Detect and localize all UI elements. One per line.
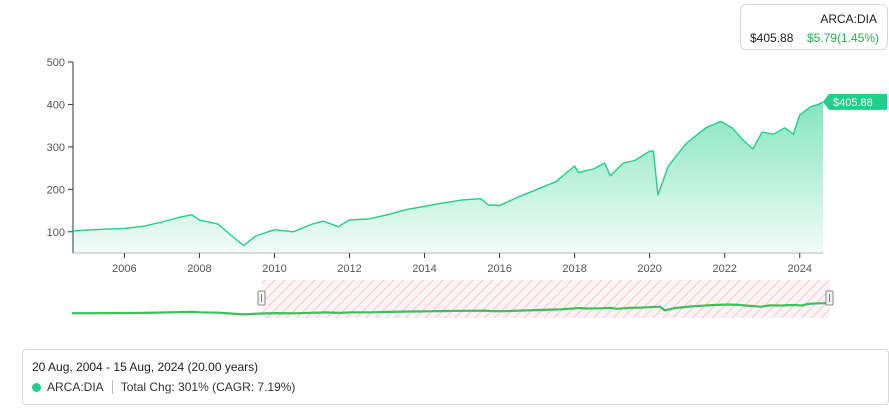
ticker-change: $5.79(1.45%) bbox=[806, 31, 879, 45]
price-area-fill bbox=[73, 101, 823, 254]
price-chart[interactable]: 100 200 300 400 500 2006 2008 2010 2012 2014 2016… bbox=[0, 0, 889, 345]
x-tick-label: 2012 bbox=[337, 263, 361, 275]
x-tick-label: 2010 bbox=[262, 263, 286, 275]
navigator-line bbox=[72, 301, 833, 316]
x-tick-label: 2024 bbox=[787, 263, 811, 275]
range-navigator[interactable] bbox=[72, 280, 834, 318]
ticker-price: $405.88 bbox=[750, 31, 794, 45]
x-tick-label: 2022 bbox=[712, 263, 736, 275]
x-tick-label: 2006 bbox=[112, 263, 136, 275]
series-name: ARCA:DIA bbox=[47, 380, 104, 394]
x-tick-label: 2008 bbox=[187, 263, 211, 275]
y-tick-label: 100 bbox=[47, 227, 65, 239]
series-color-dot bbox=[32, 382, 41, 392]
y-tick-label: 500 bbox=[47, 57, 65, 69]
x-tick-label: 2016 bbox=[487, 263, 511, 275]
ticker-symbol: ARCA:DIA bbox=[820, 12, 877, 26]
ticker-quote-card: ARCA:DIA $405.88 $5.79(1.45%) bbox=[740, 4, 888, 50]
x-tick-label: 2020 bbox=[637, 263, 661, 275]
y-tick-label: 200 bbox=[47, 184, 65, 196]
x-tick-label: 2014 bbox=[412, 263, 436, 275]
y-tick-label: 300 bbox=[47, 142, 65, 154]
summary-panel: 20 Aug, 2004 - 15 Aug, 2024 (20.00 years… bbox=[22, 349, 889, 405]
navigator-left-handle[interactable] bbox=[257, 290, 266, 306]
total-change: Total Chg: 301% (CAGR: 7.19%) bbox=[120, 380, 296, 394]
price-badge-label: $405.88 bbox=[833, 97, 873, 109]
y-tick-label: 400 bbox=[47, 99, 65, 111]
price-line bbox=[72, 101, 824, 247]
series-summary-row: ARCA:DIA Total Chg: 301% (CAGR: 7.19%) bbox=[32, 380, 295, 394]
date-range: 20 Aug, 2004 - 15 Aug, 2024 (20.00 years… bbox=[32, 360, 259, 374]
divider bbox=[111, 380, 113, 394]
price-badge: $405.88 bbox=[823, 93, 887, 110]
navigator-right-handle[interactable] bbox=[825, 290, 834, 306]
x-tick-label: 2018 bbox=[562, 263, 586, 275]
